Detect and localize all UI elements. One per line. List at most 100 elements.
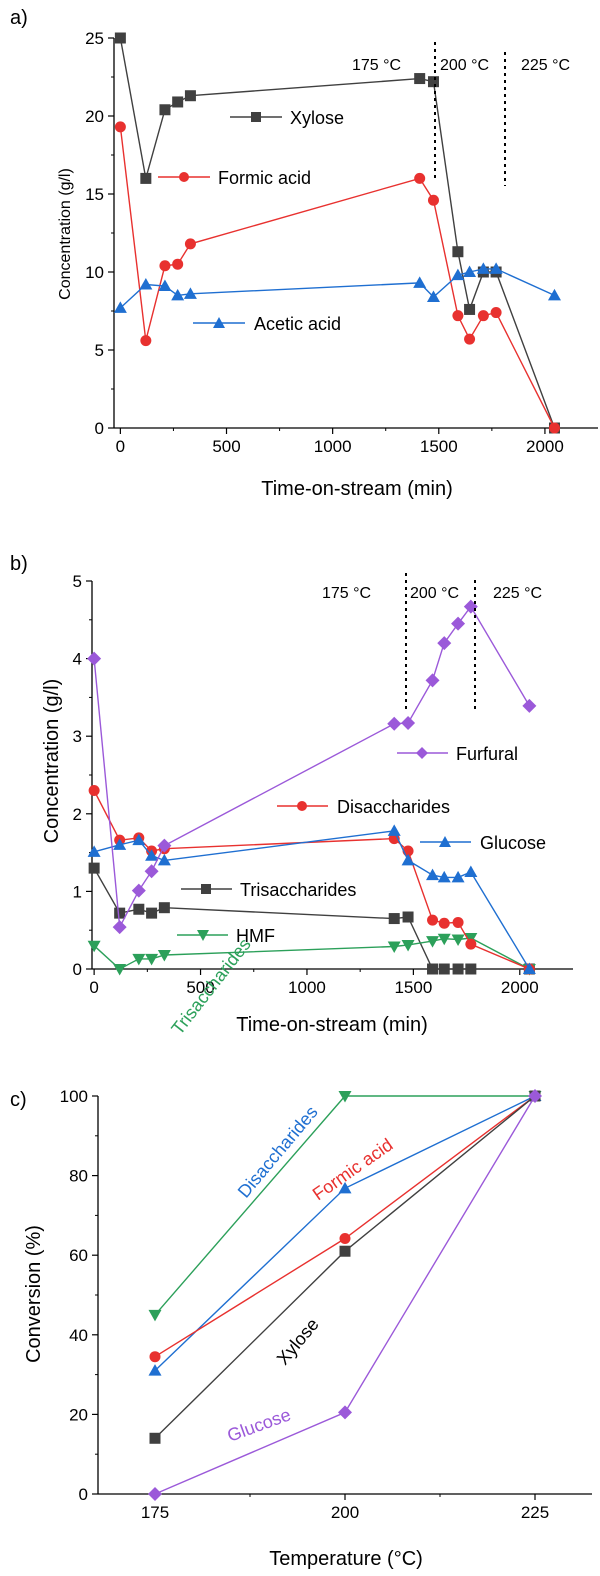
data-point-glucose bbox=[148, 1487, 162, 1501]
x-tick-label: 175 bbox=[141, 1503, 169, 1522]
data-point-formic-acid bbox=[150, 1351, 161, 1362]
data-point-trisaccharides bbox=[149, 1310, 162, 1322]
data-point-glucose bbox=[388, 824, 401, 836]
x-tick-label: 1000 bbox=[288, 978, 326, 997]
y-tick-label: 15 bbox=[85, 185, 104, 204]
data-point-furfural bbox=[87, 652, 101, 666]
y-tick-label: 100 bbox=[60, 1087, 88, 1106]
data-point-xylose bbox=[414, 73, 425, 84]
series-line-formic-acid bbox=[155, 1096, 535, 1357]
data-point-furfural bbox=[401, 716, 415, 730]
y-tick-label: 0 bbox=[95, 419, 104, 438]
data-point-glucose bbox=[426, 869, 439, 881]
data-point-hmf bbox=[145, 954, 158, 966]
series-xylose bbox=[150, 1091, 541, 1444]
data-point-formic-acid bbox=[159, 260, 170, 271]
y-tick-label: 0 bbox=[73, 960, 82, 979]
series-line-glucose bbox=[155, 1096, 535, 1494]
data-point-formic-acid bbox=[185, 238, 196, 249]
data-point-glucose bbox=[338, 1405, 352, 1419]
x-tick-label: 1500 bbox=[420, 437, 458, 456]
y-tick-label: 40 bbox=[69, 1326, 88, 1345]
data-point-acetic-acid bbox=[413, 276, 426, 288]
legend-disaccharides: Disaccharides bbox=[277, 797, 450, 817]
data-point-xylose bbox=[150, 1433, 161, 1444]
data-point-furfural bbox=[113, 920, 127, 934]
temperature-label-200: 200 °C bbox=[410, 585, 459, 602]
legend-glucose: Glucose bbox=[420, 833, 546, 853]
svg-text:Acetic acid: Acetic acid bbox=[254, 314, 341, 334]
data-point-furfural bbox=[426, 673, 440, 687]
series-line-xylose bbox=[155, 1096, 535, 1438]
temperature-label-225: 225 °C bbox=[521, 57, 570, 74]
data-point-glucose bbox=[402, 854, 415, 866]
inline-label-disaccharides: Disaccharides bbox=[234, 1102, 322, 1201]
data-point-xylose bbox=[159, 104, 170, 115]
data-point-formic-acid bbox=[549, 423, 560, 434]
svg-text:Disaccharides: Disaccharides bbox=[337, 797, 450, 817]
temperature-label-200: 200 °C bbox=[440, 57, 489, 74]
y-tick-label: 4 bbox=[73, 650, 82, 669]
panel-a: a) 0 500 1000 1500 2000 0 5 10 15 20 25 175 °C 200… bbox=[10, 7, 598, 500]
data-point-hmf bbox=[132, 954, 145, 966]
series-trisaccharides bbox=[149, 1091, 542, 1321]
data-point-furfural bbox=[132, 884, 146, 898]
data-point-trisaccharides bbox=[114, 908, 125, 919]
y-tick-label: 80 bbox=[69, 1167, 88, 1186]
data-point-xylose bbox=[452, 246, 463, 257]
series-formic-acid bbox=[150, 1091, 541, 1363]
data-point-formic-acid bbox=[478, 310, 489, 321]
data-point-disaccharides bbox=[439, 918, 450, 929]
data-point-acetic-acid bbox=[548, 289, 561, 301]
data-point-trisaccharides bbox=[465, 964, 476, 975]
series-line-formic-acid bbox=[120, 127, 554, 428]
panel-b-label: b) bbox=[10, 553, 28, 575]
x-tick-label: 2000 bbox=[526, 437, 564, 456]
data-point-furfural bbox=[437, 636, 451, 650]
x-tick-label: 1000 bbox=[314, 437, 352, 456]
data-point-trisaccharides bbox=[159, 902, 170, 913]
svg-text:Formic acid: Formic acid bbox=[218, 168, 311, 188]
data-point-xylose bbox=[185, 90, 196, 101]
svg-text:Xylose: Xylose bbox=[290, 108, 344, 128]
x-axis-label: Temperature (°C) bbox=[269, 1548, 423, 1570]
x-tick-label: 0 bbox=[116, 437, 125, 456]
data-point-formic-acid bbox=[428, 195, 439, 206]
data-point-xylose bbox=[340, 1246, 351, 1257]
data-point-formic-acid bbox=[172, 259, 183, 270]
data-point-acetic-acid bbox=[139, 278, 152, 290]
data-point-xylose bbox=[140, 173, 151, 184]
data-point-trisaccharides bbox=[89, 863, 100, 874]
inline-label-xylose: Xylose bbox=[273, 1314, 323, 1368]
data-point-formic-acid bbox=[491, 307, 502, 318]
y-axis-label: Conversion (%) bbox=[23, 1225, 45, 1363]
x-axis-label: Time-on-stream (min) bbox=[261, 478, 453, 500]
y-tick-label: 5 bbox=[95, 341, 104, 360]
data-point-furfural bbox=[145, 864, 159, 878]
y-tick-label: 0 bbox=[79, 1485, 88, 1504]
data-point-trisaccharides bbox=[439, 964, 450, 975]
data-point-trisaccharides bbox=[133, 904, 144, 915]
data-point-trisaccharides bbox=[146, 908, 157, 919]
data-point-hmf bbox=[113, 964, 126, 976]
data-point-xylose bbox=[464, 304, 475, 315]
data-point-hmf bbox=[452, 935, 465, 947]
data-point-trisaccharides bbox=[389, 913, 400, 924]
data-point-formic-acid bbox=[140, 335, 151, 346]
legend-hmf: HMF bbox=[177, 926, 275, 946]
legend-acetic-acid: Acetic acid bbox=[193, 314, 341, 334]
x-tick-label: 200 bbox=[331, 1503, 359, 1522]
data-point-trisaccharides bbox=[403, 912, 414, 923]
panel-b: b) 0 500 1000 1500 2000012345 175 °C 200 °C … bbox=[10, 553, 573, 1036]
y-tick-label: 5 bbox=[73, 572, 82, 591]
svg-text:Furfural: Furfural bbox=[456, 744, 518, 764]
data-point-glucose bbox=[452, 871, 465, 883]
svg-text:Glucose: Glucose bbox=[480, 833, 546, 853]
legend-furfural: Furfural bbox=[397, 744, 518, 764]
x-tick-label: 2000 bbox=[501, 978, 539, 997]
series-line-trisaccharides bbox=[155, 1096, 535, 1315]
data-point-formic-acid bbox=[464, 334, 475, 345]
x-axis-label: Time-on-stream (min) bbox=[236, 1014, 428, 1036]
temperature-label-175: 175 °C bbox=[352, 57, 401, 74]
